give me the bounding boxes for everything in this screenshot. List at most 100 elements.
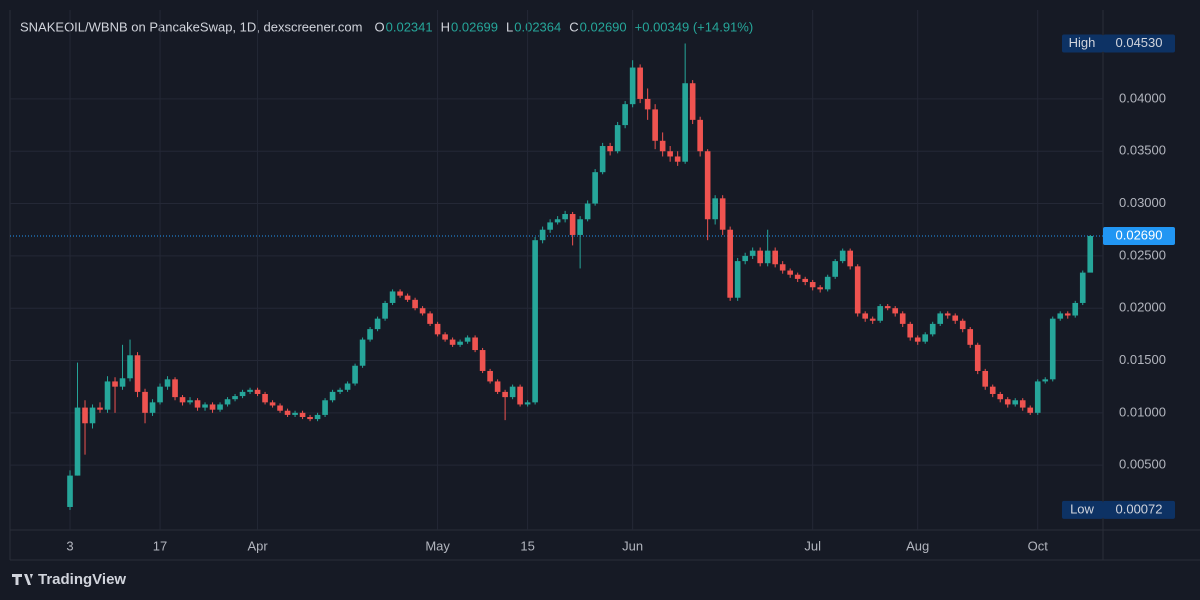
- candle-body: [494, 381, 501, 392]
- brand-name: TradingView: [38, 571, 126, 588]
- candle-body: [322, 400, 328, 415]
- candle-body: [254, 389, 261, 394]
- x-tick-label: 15: [520, 538, 534, 553]
- candle-body: [164, 379, 171, 387]
- x-tick-label: May: [425, 538, 450, 553]
- candle-body: [194, 400, 201, 408]
- candle-body: [419, 308, 426, 314]
- candle-body: [307, 417, 313, 420]
- candle-body: [82, 407, 88, 424]
- candle-body: [472, 337, 478, 351]
- candle-body: [209, 404, 216, 410]
- candle-body: [674, 156, 681, 162]
- high-box: [1103, 34, 1175, 53]
- x-tick-label: Jul: [804, 538, 821, 553]
- candle-body: [299, 412, 306, 418]
- y-tick-label: 0.04000: [1119, 90, 1166, 105]
- candle-body: [794, 274, 801, 279]
- candle-body: [269, 402, 276, 406]
- candle-body: [869, 318, 876, 321]
- y-tick-label: 0.01500: [1119, 352, 1166, 367]
- candle-body: [202, 404, 208, 408]
- candle-body: [509, 386, 516, 398]
- candle-body: [67, 475, 73, 507]
- y-tick-label: 0.03000: [1119, 195, 1166, 210]
- candle-body: [479, 350, 486, 371]
- candle-body: [89, 407, 96, 424]
- candle-body: [907, 323, 914, 338]
- candle-body: [412, 299, 418, 309]
- candle-body: [929, 323, 936, 335]
- candle-body: [1079, 272, 1086, 303]
- candle-body: [997, 393, 1004, 400]
- candle-body: [397, 291, 403, 296]
- candle-body: [614, 125, 621, 152]
- candle-body: [337, 389, 343, 392]
- ohlc-value: 0.02364: [514, 19, 561, 34]
- candle-body: [959, 320, 966, 330]
- candle-body: [149, 402, 156, 413]
- candle-body: [629, 67, 636, 105]
- candle-body: [682, 83, 688, 162]
- brand: TradingView: [12, 571, 126, 588]
- candle-body: [884, 306, 891, 309]
- candle-body: [547, 222, 553, 230]
- candle-body: [854, 266, 861, 314]
- candle-body: [352, 365, 358, 384]
- candle-body: [329, 391, 336, 401]
- high-name-box: [1062, 34, 1103, 53]
- candle-body: [989, 386, 996, 394]
- candle-body: [832, 261, 839, 277]
- candle-body: [97, 407, 103, 410]
- candle-body: [772, 250, 778, 265]
- candle-body: [457, 341, 463, 345]
- candle-body: [1064, 313, 1071, 316]
- candle-body: [607, 146, 613, 152]
- candle-body: [779, 264, 786, 271]
- candle-body: [742, 255, 748, 262]
- candle-body: [224, 399, 231, 405]
- y-tick-label: 0.01000: [1119, 404, 1166, 419]
- candle-body: [217, 404, 223, 410]
- candle-body: [764, 250, 771, 264]
- candle-body: [157, 386, 163, 403]
- ohlc-key: C: [569, 19, 578, 34]
- candle-body: [569, 214, 576, 235]
- candle-body: [1042, 379, 1049, 382]
- ohlc-key: H: [441, 19, 450, 34]
- ohlc-key: L: [506, 19, 513, 34]
- low-name: Low: [1070, 501, 1094, 516]
- chart-header: SNAKEOIL/WBNB on PancakeSwap, 1D, dexscr…: [20, 19, 753, 34]
- candle-body: [179, 397, 186, 403]
- candle-body: [862, 313, 869, 319]
- candle-body: [487, 370, 493, 382]
- candle-body: [1087, 235, 1094, 273]
- candle-body: [974, 344, 981, 371]
- x-tick-label: Apr: [247, 538, 268, 553]
- candle-body: [187, 400, 193, 403]
- candle-body: [427, 313, 433, 324]
- candle-body: [839, 250, 846, 262]
- candle-body: [1019, 400, 1026, 408]
- candle-body: [914, 337, 921, 342]
- candle-body: [944, 313, 951, 316]
- candle-body: [524, 402, 531, 405]
- last-price-box: [1103, 226, 1175, 245]
- candle-body: [1004, 399, 1011, 405]
- candle-body: [637, 67, 643, 99]
- ohlc-value: 0.02690: [580, 19, 627, 34]
- candle-body: [704, 151, 711, 220]
- candle-body: [1049, 318, 1056, 380]
- x-tick-label: Oct: [1028, 538, 1049, 553]
- candle-body: [937, 313, 944, 324]
- candle-body: [134, 355, 141, 392]
- candle-body: [1027, 407, 1034, 413]
- candle-body: [359, 339, 366, 366]
- x-tick-label: Aug: [906, 538, 929, 553]
- y-tick-label: 0.02500: [1119, 247, 1166, 262]
- candle-body: [502, 391, 508, 398]
- candle-body: [532, 240, 538, 403]
- candle-body: [592, 172, 598, 204]
- candle-body: [104, 381, 111, 410]
